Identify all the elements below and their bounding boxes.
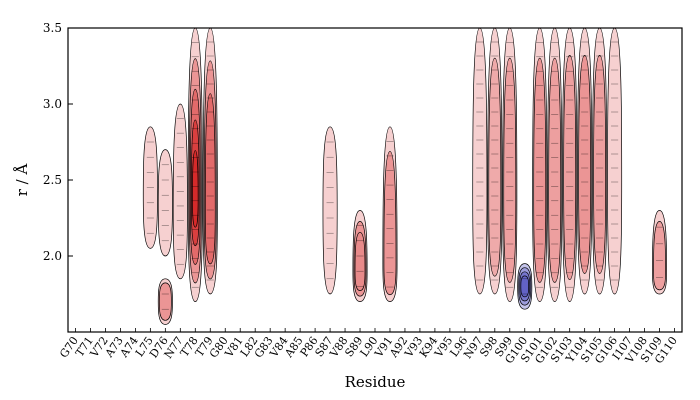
contour-column-s109 (652, 210, 667, 295)
y-axis-label: r / Å (13, 164, 31, 197)
contour-column-t79 (202, 28, 218, 295)
x-axis-label: Residue (345, 373, 406, 391)
contour-level (520, 275, 530, 298)
y-tick-label: 3.0 (43, 97, 62, 111)
contour-level (488, 57, 502, 277)
contour-column-l75 (142, 126, 158, 249)
contour-column-s89 (352, 210, 368, 302)
contour-column-s101 (532, 28, 548, 302)
contour-column-y104 (577, 28, 593, 295)
contour-level (563, 55, 577, 281)
contour-level (593, 55, 607, 274)
contour-level (533, 57, 547, 283)
contour-column-g106 (607, 28, 623, 295)
contour-column-d76 (157, 149, 173, 257)
contour-column-g102 (547, 28, 563, 302)
y-tick-label: 3.5 (43, 21, 62, 35)
contour-column-d76 (157, 278, 173, 325)
contour-column-s105 (592, 28, 608, 295)
contour-column-s98 (487, 28, 503, 295)
contour-column-s99 (502, 28, 518, 302)
y-ticks: 2.0 2.5 3.0 3.5 (43, 21, 73, 263)
contour-column-t78 (187, 28, 203, 302)
contour-level (548, 57, 562, 283)
contour-level (192, 150, 199, 228)
y-tick-label: 2.5 (43, 173, 62, 187)
contour-level (204, 93, 216, 265)
contour-level (157, 149, 173, 257)
contour-column-n97 (472, 28, 488, 295)
contour-level (607, 28, 623, 295)
contour-column-s87 (322, 126, 338, 295)
contour-column-v91 (382, 126, 398, 302)
contour-level (354, 231, 366, 292)
contour-column-s103 (562, 28, 578, 302)
y-tick-label: 2.0 (43, 249, 62, 263)
contour-level (653, 220, 666, 291)
contour-level (472, 28, 488, 295)
contour-level (503, 57, 517, 283)
contour-column-n77 (172, 103, 188, 280)
contour-column-g100 (517, 263, 533, 310)
contour-level (578, 55, 592, 274)
contour-level (322, 126, 338, 295)
plot-area (142, 28, 667, 325)
contour-level (383, 151, 397, 296)
contour-level (158, 282, 172, 321)
x-ticks: G70T71V72A73A74L75D76N77T78T79G80V81L82G… (57, 328, 680, 366)
